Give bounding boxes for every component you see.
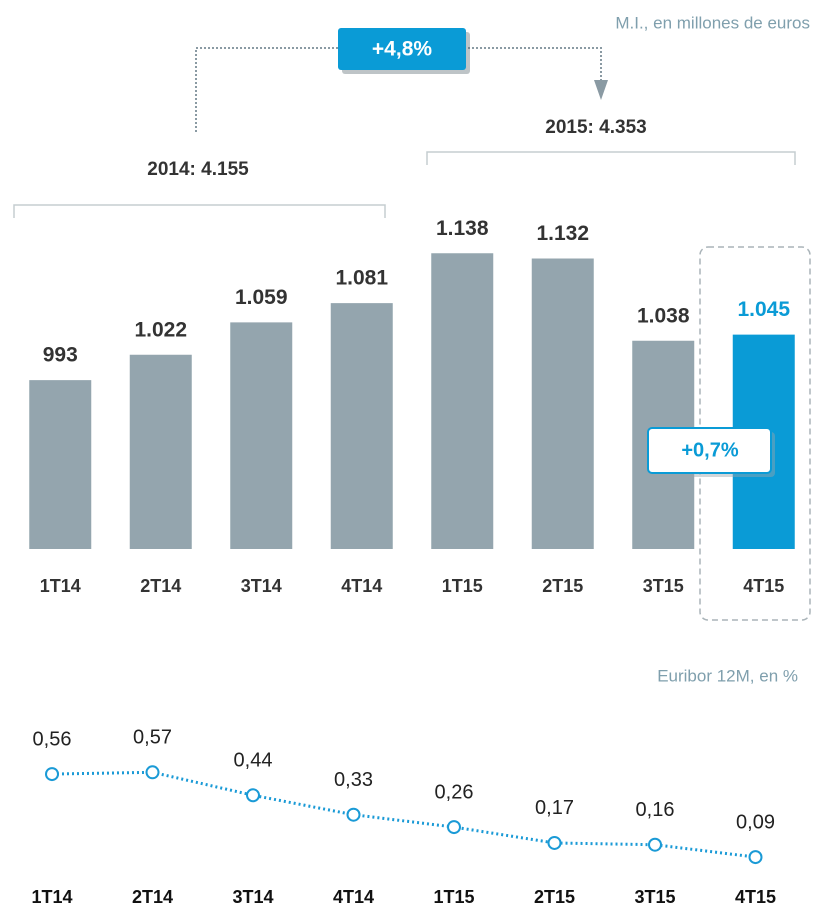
connector	[468, 47, 602, 80]
marker	[547, 835, 562, 850]
x-tick-label: 3T14	[232, 887, 273, 907]
bar	[129, 354, 192, 549]
x-tick-label: 3T15	[643, 576, 684, 596]
marker	[447, 820, 461, 835]
line-subtitle: Euribor 12M, en %	[657, 666, 798, 685]
bracket	[426, 151, 796, 165]
value-label: 993	[43, 344, 78, 367]
value-label: 0,44	[234, 750, 273, 772]
x-tick-label: 4T14	[341, 576, 382, 596]
value-label: 0,56	[33, 728, 72, 750]
value-label: 1.132	[536, 222, 589, 245]
value-label: 0,17	[535, 797, 574, 819]
x-tick-label: 2T14	[132, 887, 173, 907]
marker	[246, 788, 260, 803]
year-total: 2014: 4.155	[147, 159, 249, 180]
x-tick-label: 3T14	[241, 576, 282, 596]
x-tick-label: 1T14	[40, 576, 81, 596]
x-tick-label: 1T15	[442, 576, 483, 596]
marker	[648, 837, 662, 852]
x-tick-label: 1T15	[433, 887, 474, 907]
x-tick-label: 3T15	[634, 887, 675, 907]
bar	[330, 303, 393, 549]
marker	[748, 850, 763, 865]
x-tick-label: 4T15	[743, 576, 784, 596]
x-tick-label: 2T15	[534, 887, 575, 907]
marker	[346, 807, 361, 822]
year-total: 2015: 4.353	[545, 117, 646, 138]
value-label: 0,57	[133, 727, 172, 749]
bar	[431, 253, 494, 549]
growth-label: +0,7%	[681, 439, 738, 461]
connector	[195, 47, 340, 132]
value-label: 1.038	[637, 304, 690, 327]
bar	[29, 380, 92, 549]
x-tick-label: 4T14	[333, 887, 374, 907]
growth-label: +4,8%	[372, 38, 432, 61]
marker	[145, 765, 160, 780]
badge	[338, 28, 466, 70]
value-label: 1.081	[335, 267, 388, 290]
value-label: 1.045	[737, 298, 790, 321]
x-tick-label: 2T14	[140, 576, 181, 596]
value-label: 1.059	[235, 286, 288, 309]
value-label: 1.138	[436, 217, 489, 240]
x-tick-label: 2T15	[542, 576, 583, 596]
bar	[230, 322, 293, 549]
value-label: 1.022	[134, 318, 187, 341]
value-label: 0,33	[334, 769, 373, 791]
value-label: 0,09	[736, 811, 775, 833]
value-label: 0,26	[435, 781, 474, 803]
bar	[531, 258, 594, 549]
badge	[647, 427, 772, 474]
bar-subtitle: M.I., en millones de euros	[615, 13, 810, 32]
bracket	[13, 204, 386, 218]
value-label: 0,16	[636, 799, 675, 821]
arrow-head	[594, 80, 608, 100]
x-tick-label: 4T15	[735, 887, 776, 907]
marker	[45, 767, 59, 782]
x-tick-label: 1T14	[31, 887, 72, 907]
line	[51, 770, 756, 859]
